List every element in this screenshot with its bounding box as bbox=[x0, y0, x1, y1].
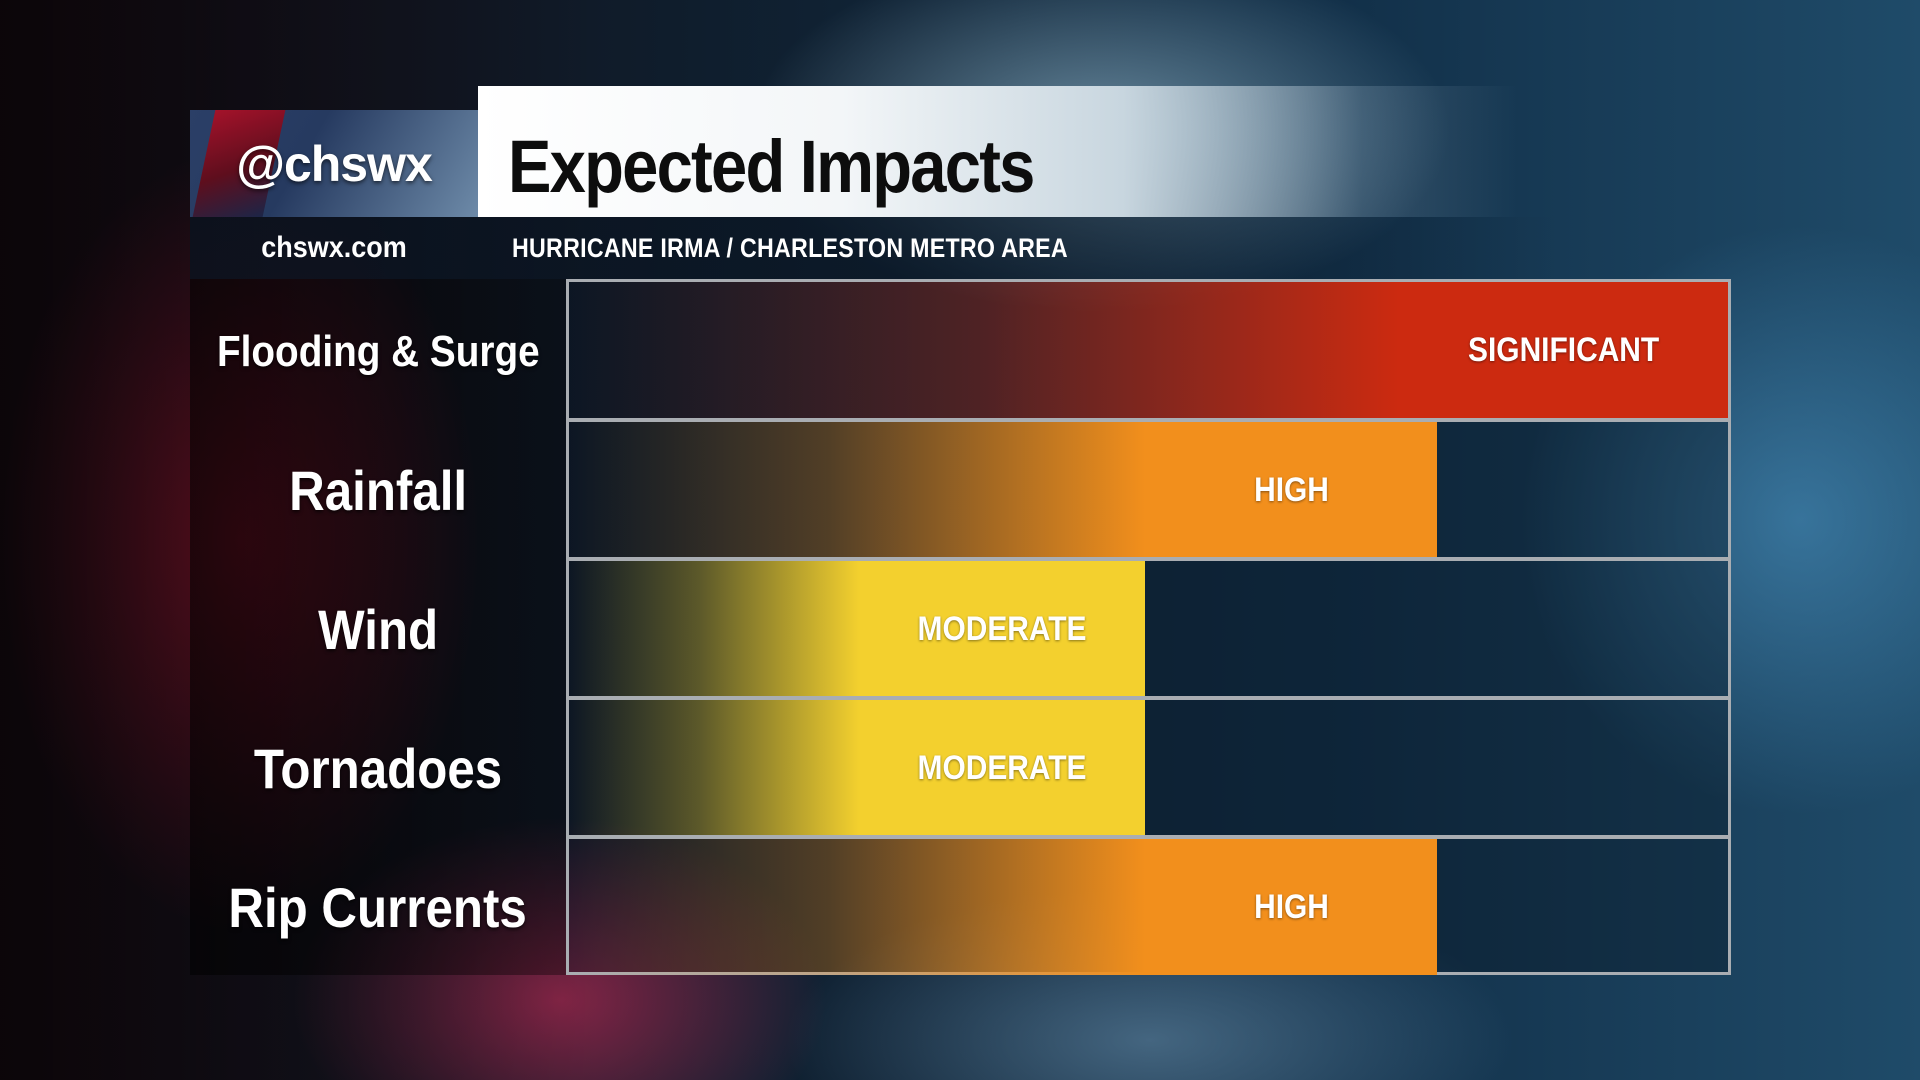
row-divider bbox=[566, 696, 1731, 700]
impact-bar-fade bbox=[569, 839, 1145, 975]
site-url: chswx.com bbox=[261, 231, 407, 264]
impact-bar-fade bbox=[569, 282, 1399, 418]
impact-bar-fade bbox=[569, 561, 859, 697]
impact-level-rainfall: HIGH bbox=[1253, 470, 1329, 509]
impact-row-wind: MODERATE bbox=[569, 561, 1728, 697]
impact-row-rainfall: HIGH bbox=[569, 422, 1728, 558]
brand-logo: @chswx bbox=[190, 110, 478, 217]
impact-label-wind: Wind bbox=[318, 598, 438, 661]
impact-label-rip-currents: Rip Currents bbox=[228, 876, 528, 939]
labels-column bbox=[190, 279, 566, 975]
impact-bar: HIGH bbox=[1145, 422, 1437, 558]
subtitle-band bbox=[190, 217, 1560, 279]
impact-label-flooding: Flooding & Surge bbox=[216, 326, 540, 376]
impact-level-tornadoes: MODERATE bbox=[917, 748, 1087, 787]
row-divider bbox=[566, 835, 1731, 839]
twitter-handle: @chswx bbox=[236, 135, 433, 192]
page-subtitle: HURRICANE IRMA / CHARLESTON METRO AREA bbox=[512, 232, 1068, 263]
impact-bar-fade bbox=[569, 422, 1145, 558]
row-divider bbox=[566, 418, 1731, 422]
title-banner: Expected Impacts bbox=[478, 86, 1518, 217]
impact-row-rip-currents: HIGH bbox=[569, 839, 1728, 975]
row-divider bbox=[566, 557, 1731, 561]
impact-level-rip-currents: HIGH bbox=[1253, 887, 1329, 926]
impact-level-wind: MODERATE bbox=[917, 609, 1087, 648]
impact-bar: HIGH bbox=[1145, 839, 1437, 975]
impact-bar: SIGNIFICANT bbox=[1399, 282, 1728, 418]
impact-label-rainfall: Rainfall bbox=[288, 459, 467, 522]
impact-label-tornadoes: Tornadoes bbox=[253, 737, 503, 800]
impact-level-flooding: SIGNIFICANT bbox=[1467, 330, 1660, 369]
page-title: Expected Impacts bbox=[508, 125, 1035, 208]
impact-bar-fade bbox=[569, 700, 859, 836]
impact-row-flooding: SIGNIFICANT bbox=[569, 282, 1728, 418]
impact-bar: MODERATE bbox=[859, 700, 1145, 836]
impact-bar: MODERATE bbox=[859, 561, 1145, 697]
impact-row-tornadoes: MODERATE bbox=[569, 700, 1728, 836]
